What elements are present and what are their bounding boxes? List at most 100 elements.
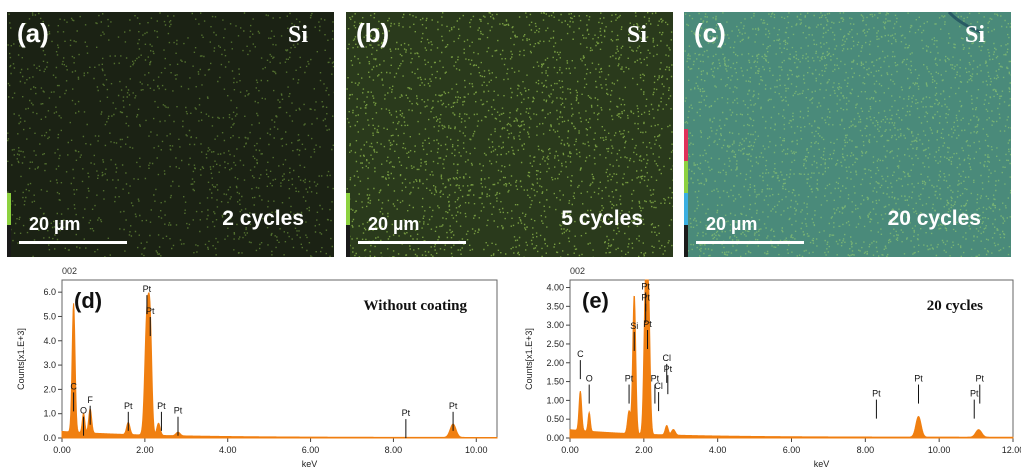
panel-label: (a): [17, 18, 49, 48]
peak-label: Pt: [872, 389, 881, 399]
spectrum-peak: [666, 428, 668, 430]
scale-bar-label: 20 µm: [368, 214, 420, 234]
peak-label: Pt: [651, 374, 660, 384]
peak-label: Pt: [976, 374, 985, 384]
x-tick-label: 8.00: [857, 445, 875, 455]
y-tick-label: 0.0: [43, 433, 56, 443]
spectrum-plot-d: 002 0.0 1.0 2.0 3.0 4.0 5.0 6.0 0.00 2.00 4.00 6.00…: [16, 266, 498, 469]
scale-bar: [696, 241, 804, 244]
panel-label: (c): [694, 18, 726, 48]
peak-label: O: [586, 374, 593, 384]
peak-label: Pt: [641, 281, 650, 291]
map-image-a: [7, 12, 334, 257]
spectrum-peak: [978, 429, 980, 431]
colorbar-segment: [684, 161, 688, 193]
x-tick-label: 0.00: [53, 445, 71, 455]
colorbar-segment: [346, 225, 350, 257]
spectrum-peak: [672, 431, 674, 433]
spectrum-peak: [146, 320, 148, 322]
spectrum-peak: [149, 342, 151, 344]
peak-label: Pt: [124, 401, 133, 411]
peak-label: C: [70, 381, 77, 391]
peak-label: Pt: [174, 406, 183, 416]
spectrum-chart-d: 002 0.0 1.0 2.0 3.0 4.0 5.0 6.0 0.00 2.00 4.00 6.00…: [0, 262, 505, 470]
spectrum-series: [61, 292, 498, 439]
map-panel-b: (b) Si 5 cycles 20 µm: [346, 12, 673, 257]
peak-label: Pt: [157, 401, 166, 411]
intensity-colorbar: [684, 129, 688, 257]
y-axis-label: Counts[x1.E+3]: [524, 328, 534, 390]
spectrum-peak: [648, 317, 650, 319]
scale-bar-label: 20 µm: [29, 214, 81, 234]
colorbar-segment: [684, 129, 688, 161]
y-tick-label: 5.0: [43, 311, 56, 321]
x-tick-label: 2.00: [136, 445, 154, 455]
y-tick-label: 4.0: [43, 336, 56, 346]
colorbar-segment: [7, 225, 11, 257]
spectrum-peak: [628, 414, 630, 416]
y-tick-label: 3.00: [546, 320, 564, 330]
x-tick-label: 6.00: [302, 445, 320, 455]
spectrum-peak: [633, 298, 635, 300]
y-tick-label: 3.0: [43, 360, 56, 370]
scale-bar-label: 20 µm: [706, 214, 758, 234]
scale-bar: [358, 241, 466, 244]
spectrum-peak: [917, 416, 919, 418]
panel-label: (b): [356, 18, 390, 48]
map-image-c: [684, 12, 1011, 257]
peak-label: Pt: [664, 364, 673, 374]
map-panel-c: (c) Si 20 cycles 20 µm: [684, 12, 1011, 257]
peak-label: Cl: [662, 353, 671, 363]
x-tick-label: 8.00: [385, 445, 403, 455]
element-label: Si: [626, 22, 647, 48]
x-tick-label: 0.00: [561, 445, 579, 455]
x-tick-label: 12.00: [1002, 445, 1021, 455]
spectrum-peak: [645, 285, 647, 287]
y-tick-label: 1.50: [546, 377, 564, 387]
map-image-b: [346, 12, 673, 257]
y-tick-label: 2.00: [546, 358, 564, 368]
peak-label: Pt: [449, 401, 458, 411]
y-tick-label: 6.0: [43, 287, 56, 297]
spectrum-peak: [588, 418, 590, 420]
peak-label: Cl: [654, 381, 663, 391]
x-tick-label: 6.00: [783, 445, 801, 455]
y-tick-label: 0.50: [546, 414, 564, 424]
y-axis-label: Counts[x1.E+3]: [16, 328, 26, 390]
peak-label: Pt: [970, 389, 979, 399]
spectrum-series: [569, 279, 1014, 439]
map-panel-a: (a) Si 2 cycles 20 µm: [7, 12, 334, 257]
y-tick-label: 4.00: [546, 283, 564, 293]
intensity-colorbar: [7, 193, 11, 257]
peak-label: Pt: [146, 306, 155, 316]
colorbar-segment: [7, 193, 11, 225]
peak-label: F: [87, 395, 93, 405]
peak-label: O: [80, 406, 87, 416]
y-tick-label: 0.00: [546, 433, 564, 443]
x-tick-label: 10.00: [928, 445, 951, 455]
x-tick-label: 10.00: [465, 445, 488, 455]
x-tick-label: 2.00: [635, 445, 653, 455]
spectrum-peak: [579, 398, 581, 399]
spectrum-chart-e: 002 0.00 0.50 1.00 1.50 2.00 2.50 3.00 3.50 4.00 0…: [508, 262, 1021, 470]
scale-bar: [19, 241, 127, 244]
peak-label: C: [577, 349, 584, 359]
element-label: Si: [287, 22, 308, 48]
y-tick-label: 2.0: [43, 384, 56, 394]
panel-label: (e): [582, 288, 609, 313]
x-axis-label: keV: [814, 459, 830, 469]
x-tick-label: 4.00: [219, 445, 237, 455]
spectrum-peak: [158, 425, 160, 427]
panel-label: (d): [74, 288, 102, 313]
cycles-label: 5 cycles: [561, 207, 643, 230]
corner-label: 002: [62, 266, 77, 276]
colorbar-segment: [684, 225, 688, 257]
y-tick-label: 2.50: [546, 339, 564, 349]
spectrum-peak: [73, 308, 75, 310]
x-axis-label: keV: [302, 459, 318, 469]
chart-title: 20 cycles: [927, 298, 983, 314]
spectrum-plot-e: 002 0.00 0.50 1.00 1.50 2.00 2.50 3.00 3.50 4.00 0…: [524, 266, 1021, 469]
peak-label: Pt: [402, 408, 411, 418]
peak-label: Pt: [625, 374, 634, 384]
y-tick-label: 1.00: [546, 395, 564, 405]
